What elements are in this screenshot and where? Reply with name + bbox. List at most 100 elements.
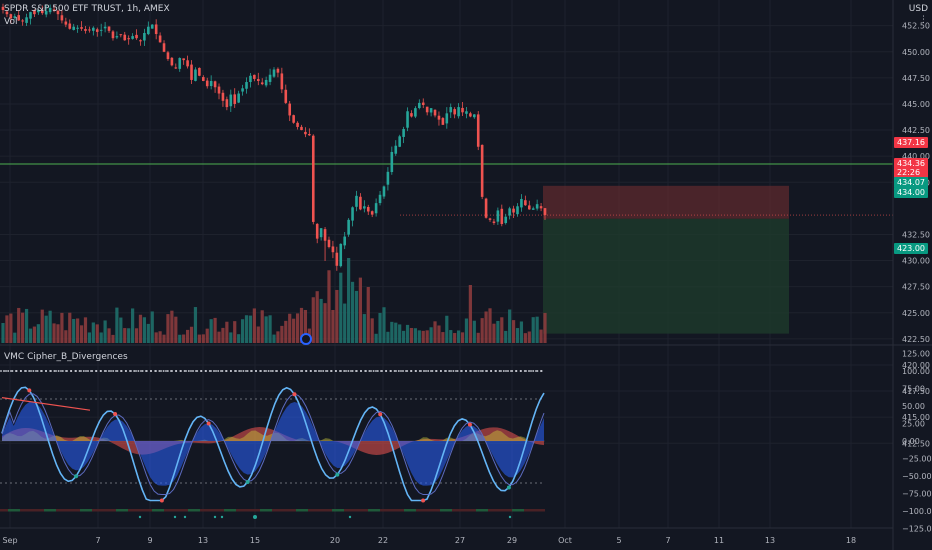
candle-body xyxy=(64,21,68,25)
candle-body xyxy=(88,29,91,31)
candle-body xyxy=(512,208,515,213)
volume-bar xyxy=(456,330,461,343)
ob-dot xyxy=(78,370,81,372)
indicator-label[interactable]: VMC Cipher_B_Divergences xyxy=(4,352,128,362)
ob-dot xyxy=(460,370,463,372)
volume-bar xyxy=(323,303,327,343)
ob-dot xyxy=(45,370,47,372)
time-tick: 18 xyxy=(846,536,856,545)
candle-body xyxy=(48,7,52,13)
signal-strip-seg xyxy=(116,509,128,512)
ob-dot xyxy=(523,370,526,372)
volume-bar xyxy=(398,324,402,343)
candle-body xyxy=(378,194,382,204)
ob-dot xyxy=(431,370,434,372)
candle-body xyxy=(288,103,292,116)
volume-bar xyxy=(515,328,520,343)
candle-body xyxy=(225,99,229,108)
candle-body xyxy=(394,145,398,154)
volume-bars xyxy=(1,258,547,343)
event-icon[interactable] xyxy=(300,333,312,345)
candle-body xyxy=(150,24,154,29)
volume-bar xyxy=(79,325,84,343)
ob-dot xyxy=(234,370,236,372)
volume-bar xyxy=(311,297,315,343)
price-tick: 450.00 xyxy=(902,48,930,57)
price-tick: 427.50 xyxy=(902,283,930,292)
signal-dot xyxy=(183,515,187,519)
volume-bar xyxy=(103,320,107,343)
volume-bar xyxy=(284,320,288,343)
ob-dot xyxy=(334,370,337,372)
menu-icon[interactable]: ⋮ xyxy=(919,15,928,25)
oscillator-pane xyxy=(0,370,545,519)
candle-body xyxy=(402,129,405,137)
signal-dot xyxy=(173,515,177,519)
volume-bar xyxy=(280,325,284,343)
candle-body xyxy=(441,118,445,125)
candle-body xyxy=(500,208,504,225)
volume-bar xyxy=(189,326,194,343)
signal-strip-seg xyxy=(368,509,380,512)
chart-title[interactable]: SPDR S&P 500 ETF TRUST, 1h, AMEX xyxy=(4,4,170,14)
candle-body xyxy=(418,102,421,109)
ob-dot xyxy=(221,370,224,372)
ob-dot xyxy=(40,370,43,372)
candle-body xyxy=(449,107,453,113)
volume-bar xyxy=(193,307,198,343)
ob-dot xyxy=(519,370,522,372)
candle-body xyxy=(437,115,441,120)
volume-label[interactable]: Vol xyxy=(4,17,18,27)
candle-body xyxy=(99,29,103,31)
candle-body xyxy=(429,108,433,113)
ob-dot xyxy=(24,370,26,372)
volume-bar xyxy=(449,330,453,343)
candle-body xyxy=(319,228,323,238)
signal-dot xyxy=(253,515,257,519)
volume-bar xyxy=(417,330,421,343)
price-tick: 452.50 xyxy=(902,22,930,31)
entry-price-tag: 434.00 xyxy=(894,187,928,198)
volume-bar xyxy=(237,334,241,343)
ob-dot xyxy=(3,370,5,372)
volume-bar xyxy=(209,319,213,343)
candle-body xyxy=(539,206,543,209)
volume-bar xyxy=(158,331,162,343)
signal-strip-seg xyxy=(152,509,164,512)
ob-dot xyxy=(175,370,178,372)
signal-dot xyxy=(138,515,142,519)
ob-dot xyxy=(494,370,497,372)
candle-body xyxy=(390,151,394,173)
candle-body xyxy=(398,136,401,147)
signal-strip-seg xyxy=(224,509,236,512)
volume-bar xyxy=(288,313,292,343)
time-tick: 22 xyxy=(378,536,388,545)
ob-dot xyxy=(532,370,535,372)
volume-bar xyxy=(229,332,233,343)
ob-dot xyxy=(381,370,383,372)
volume-bar xyxy=(115,307,119,343)
signal-strip-seg xyxy=(44,509,56,512)
volume-bar xyxy=(382,307,386,343)
price-tick: 420.00 xyxy=(902,361,930,370)
ob-dot xyxy=(473,370,476,372)
stop-zone xyxy=(543,185,789,219)
candle-body xyxy=(382,186,386,197)
candle-body xyxy=(186,60,189,67)
volume-bar xyxy=(488,308,492,343)
ob-dot xyxy=(166,370,169,372)
time-tick: 7 xyxy=(665,536,670,545)
volume-bar xyxy=(76,318,80,343)
candle-body xyxy=(127,38,130,40)
volume-bar xyxy=(256,326,260,343)
candle-body xyxy=(496,210,500,222)
ob-dot xyxy=(305,370,308,372)
candle-body xyxy=(256,79,260,81)
candle-body xyxy=(29,12,32,19)
price-tick: 412.50 xyxy=(902,439,930,448)
volume-bar xyxy=(339,272,343,343)
candle-body xyxy=(520,198,523,208)
ob-dot xyxy=(418,370,421,372)
ob-dot xyxy=(91,370,94,372)
